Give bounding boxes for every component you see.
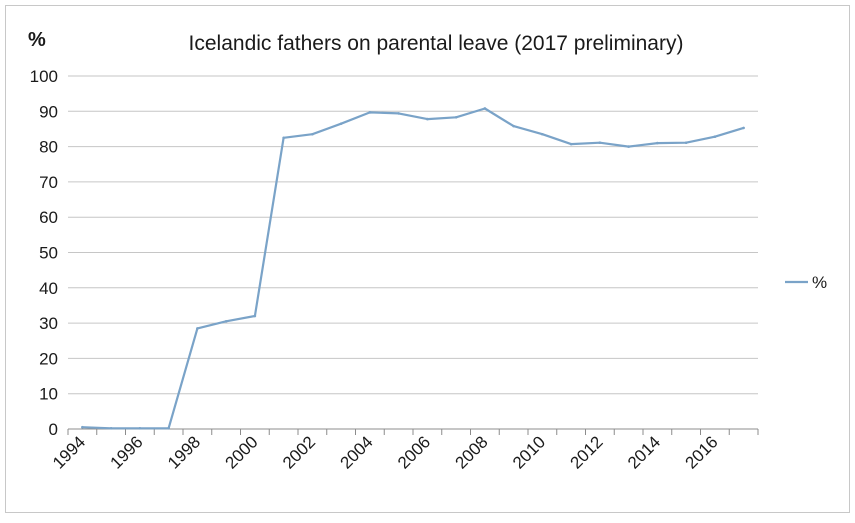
data-point: [311, 132, 314, 136]
data-point: [656, 141, 659, 145]
data-point: [713, 135, 717, 139]
y-tick-label: 70: [39, 173, 58, 192]
series-lines: [81, 107, 745, 430]
data-point: [483, 107, 487, 110]
y-tick-label: 30: [39, 314, 58, 333]
data-point: [81, 425, 84, 429]
y-tick-label: 50: [39, 244, 58, 263]
data-point: [512, 124, 515, 128]
data-point: [541, 132, 544, 136]
data-point: [224, 320, 228, 323]
data-point: [397, 112, 400, 115]
series-line: [82, 107, 744, 430]
data-point: [167, 426, 170, 430]
y-tick-label: 10: [39, 385, 58, 404]
data-point: [598, 141, 602, 145]
y-tick-label: 40: [39, 279, 58, 298]
y-tick-label: 90: [39, 102, 58, 121]
legend: %: [785, 273, 827, 292]
legend-label: %: [812, 273, 827, 292]
data-point: [109, 426, 113, 430]
y-tick-label: 100: [30, 67, 58, 86]
y-axis-label: %: [28, 29, 46, 51]
data-point: [138, 426, 142, 430]
data-point: [282, 136, 285, 140]
data-point: [569, 142, 573, 146]
data-point: [627, 145, 630, 148]
y-tick-label: 20: [39, 349, 58, 368]
chart-title: Icelandic fathers on parental leave (201…: [189, 32, 684, 55]
y-tick-label: 60: [39, 208, 58, 227]
data-point: [196, 327, 199, 330]
data-point: [253, 314, 257, 318]
gridlines: [68, 75, 758, 395]
data-point: [426, 117, 429, 121]
y-tick-label: 80: [39, 138, 58, 157]
data-point: [742, 126, 745, 130]
data-point: [339, 122, 343, 125]
data-point: [368, 111, 372, 114]
y-tick-labels: 0 10 20 30 40 50 60 70 80 90 100: [30, 67, 58, 439]
y-tick-label: 0: [49, 420, 58, 439]
data-point: [684, 141, 688, 145]
x-axis: [67, 428, 759, 435]
data-point: [454, 116, 458, 119]
